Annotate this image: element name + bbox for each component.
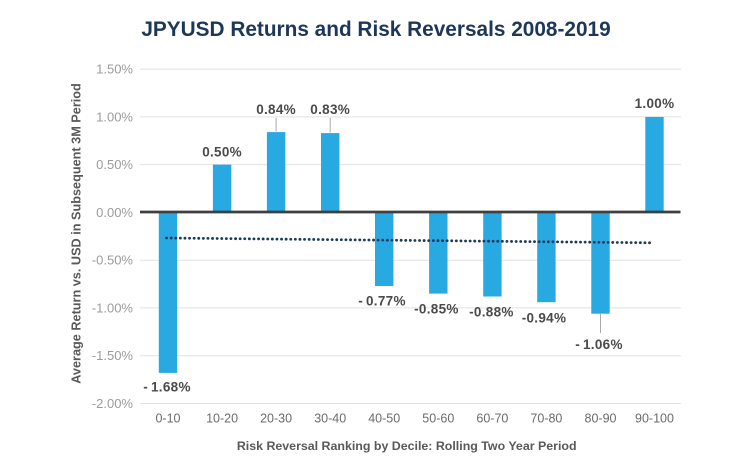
svg-text:Risk Reversal Ranking by Decil: Risk Reversal Ranking by Decile: Rolling… — [237, 439, 577, 453]
svg-text:- 0.77%: - 0.77% — [358, 293, 406, 308]
svg-text:-1.00%: -1.00% — [92, 300, 134, 315]
svg-text:0.00%: 0.00% — [96, 205, 133, 220]
svg-text:- 1.68%: - 1.68% — [143, 380, 191, 395]
svg-text:0-10: 0-10 — [155, 412, 180, 426]
svg-text:0.50%: 0.50% — [96, 157, 133, 172]
svg-text:1.00%: 1.00% — [635, 96, 675, 111]
svg-text:10-20: 10-20 — [206, 412, 238, 426]
svg-text:1.50%: 1.50% — [96, 62, 133, 77]
svg-text:20-30: 20-30 — [260, 412, 292, 426]
svg-text:-0.85%: -0.85% — [414, 301, 459, 316]
svg-text:80-90: 80-90 — [585, 412, 617, 426]
svg-text:-0.50%: -0.50% — [92, 253, 134, 268]
svg-text:0.50%: 0.50% — [202, 145, 242, 160]
svg-text:70-80: 70-80 — [530, 412, 562, 426]
svg-text:90-100: 90-100 — [635, 412, 674, 426]
svg-text:- 1.06%: - 1.06% — [575, 337, 623, 352]
svg-text:40-50: 40-50 — [368, 412, 400, 426]
svg-text:0.83%: 0.83% — [310, 102, 350, 117]
svg-text:-0.94%: -0.94% — [522, 310, 567, 325]
svg-text:-1.50%: -1.50% — [92, 348, 134, 363]
svg-text:-2.00%: -2.00% — [92, 396, 134, 411]
svg-text:1.00%: 1.00% — [96, 109, 133, 124]
svg-text:0.84%: 0.84% — [256, 102, 296, 117]
svg-text:50-60: 50-60 — [422, 412, 454, 426]
svg-text:-0.88%: -0.88% — [469, 304, 514, 319]
svg-text:30-40: 30-40 — [314, 412, 346, 426]
svg-text:Average Return vs. USD in Subs: Average Return vs. USD in Subsequent 3M … — [70, 83, 84, 384]
svg-text:JPYUSD Returns and Risk Revers: JPYUSD Returns and Risk Reversals 2008-2… — [141, 18, 610, 41]
svg-text:60-70: 60-70 — [476, 412, 508, 426]
